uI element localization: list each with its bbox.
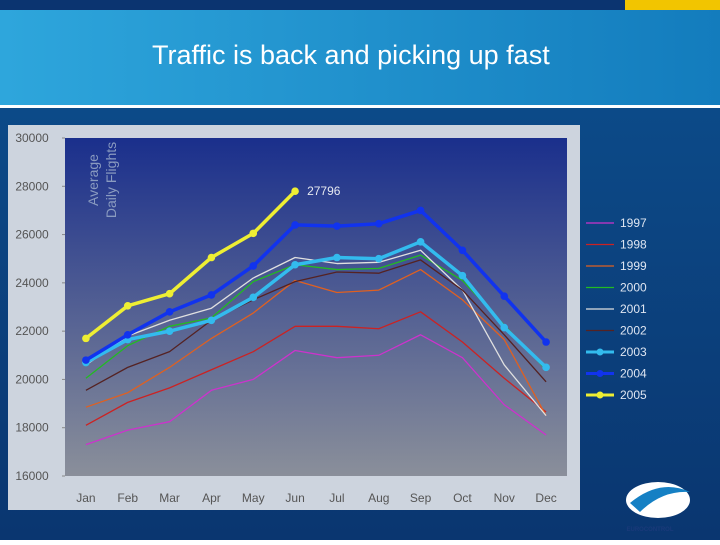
point (291, 221, 299, 229)
point (249, 262, 258, 270)
x-tick-label: Nov (494, 491, 515, 505)
legend-label: 2002 (620, 324, 647, 338)
y-tick-label: 20000 (15, 372, 49, 386)
point (207, 253, 216, 262)
point (500, 323, 509, 332)
slide-title: Traffic is back and picking up fast (152, 40, 550, 70)
header-rule (0, 105, 720, 108)
point (374, 254, 383, 263)
point (165, 308, 174, 316)
point (82, 334, 90, 343)
data-label: 27796 (307, 184, 341, 198)
x-tick-label: Mar (159, 491, 180, 505)
x-tick-label: Aug (368, 491, 389, 505)
x-tick-label: Jan (76, 491, 95, 505)
point (333, 222, 341, 230)
legend-label: 2001 (620, 302, 647, 316)
legend-marker (596, 370, 604, 377)
legend-label: 1999 (620, 259, 647, 273)
point (500, 292, 509, 300)
accent (625, 0, 720, 10)
legend-label: 2004 (620, 367, 647, 381)
y-tick-label: 16000 (15, 469, 49, 483)
plot-area (65, 138, 567, 476)
series-line (85, 259, 547, 391)
point (542, 363, 550, 372)
point (249, 229, 258, 238)
header (0, 10, 720, 105)
point (249, 293, 258, 302)
x-tick-label: Dec (535, 491, 556, 505)
x-tick-label: Feb (117, 491, 138, 505)
point (165, 289, 174, 298)
point (123, 330, 132, 339)
series-line (84, 189, 297, 340)
series-line (85, 334, 547, 446)
y-axis-label: Daily Flights (103, 142, 119, 218)
x-tick-label: Sep (410, 491, 432, 505)
x-tick-label: May (242, 491, 265, 505)
x-tick-label: Jun (285, 491, 304, 505)
y-tick-label: 30000 (15, 131, 49, 145)
x-tick-label: Jul (329, 491, 344, 505)
point (416, 238, 425, 246)
y-tick-label: 18000 (15, 421, 49, 435)
series-line (85, 240, 548, 369)
point (291, 187, 299, 196)
point (165, 327, 174, 335)
point (82, 356, 90, 364)
point (374, 219, 383, 228)
point (458, 246, 467, 255)
point (333, 253, 341, 262)
x-tick-label: Apr (202, 491, 221, 505)
point (123, 301, 132, 310)
y-tick-label: 22000 (15, 324, 49, 338)
logo-text: EUROCONTROL (627, 527, 674, 533)
legend-label: 1997 (620, 216, 647, 230)
point (207, 291, 216, 299)
legend-label: 2005 (620, 388, 647, 402)
chart: 16000 18000 20000 22000 24000 26000 28000 30000… (15, 131, 647, 505)
point (458, 271, 467, 280)
legend-marker (596, 348, 604, 356)
y-axis-label: Average (85, 154, 101, 206)
series-line (85, 254, 547, 379)
x-tick-label: Oct (453, 491, 472, 505)
y-tick-label: 24000 (15, 276, 49, 290)
logo: EUROCONTROL (626, 482, 690, 533)
y-tick-label: 26000 (15, 228, 49, 242)
legend-marker (596, 391, 604, 399)
top-strip (0, 0, 720, 10)
point (291, 260, 299, 269)
point (542, 338, 550, 346)
series-line (85, 208, 548, 362)
series-line (85, 311, 547, 426)
y-tick-label: 28000 (15, 179, 49, 193)
point (207, 316, 216, 325)
legend-label: 2000 (620, 281, 647, 295)
series-line (85, 268, 547, 416)
legend-label: 2003 (620, 345, 647, 359)
logo-swoosh (630, 486, 690, 512)
legend-label: 1998 (620, 238, 647, 252)
point (416, 206, 425, 215)
